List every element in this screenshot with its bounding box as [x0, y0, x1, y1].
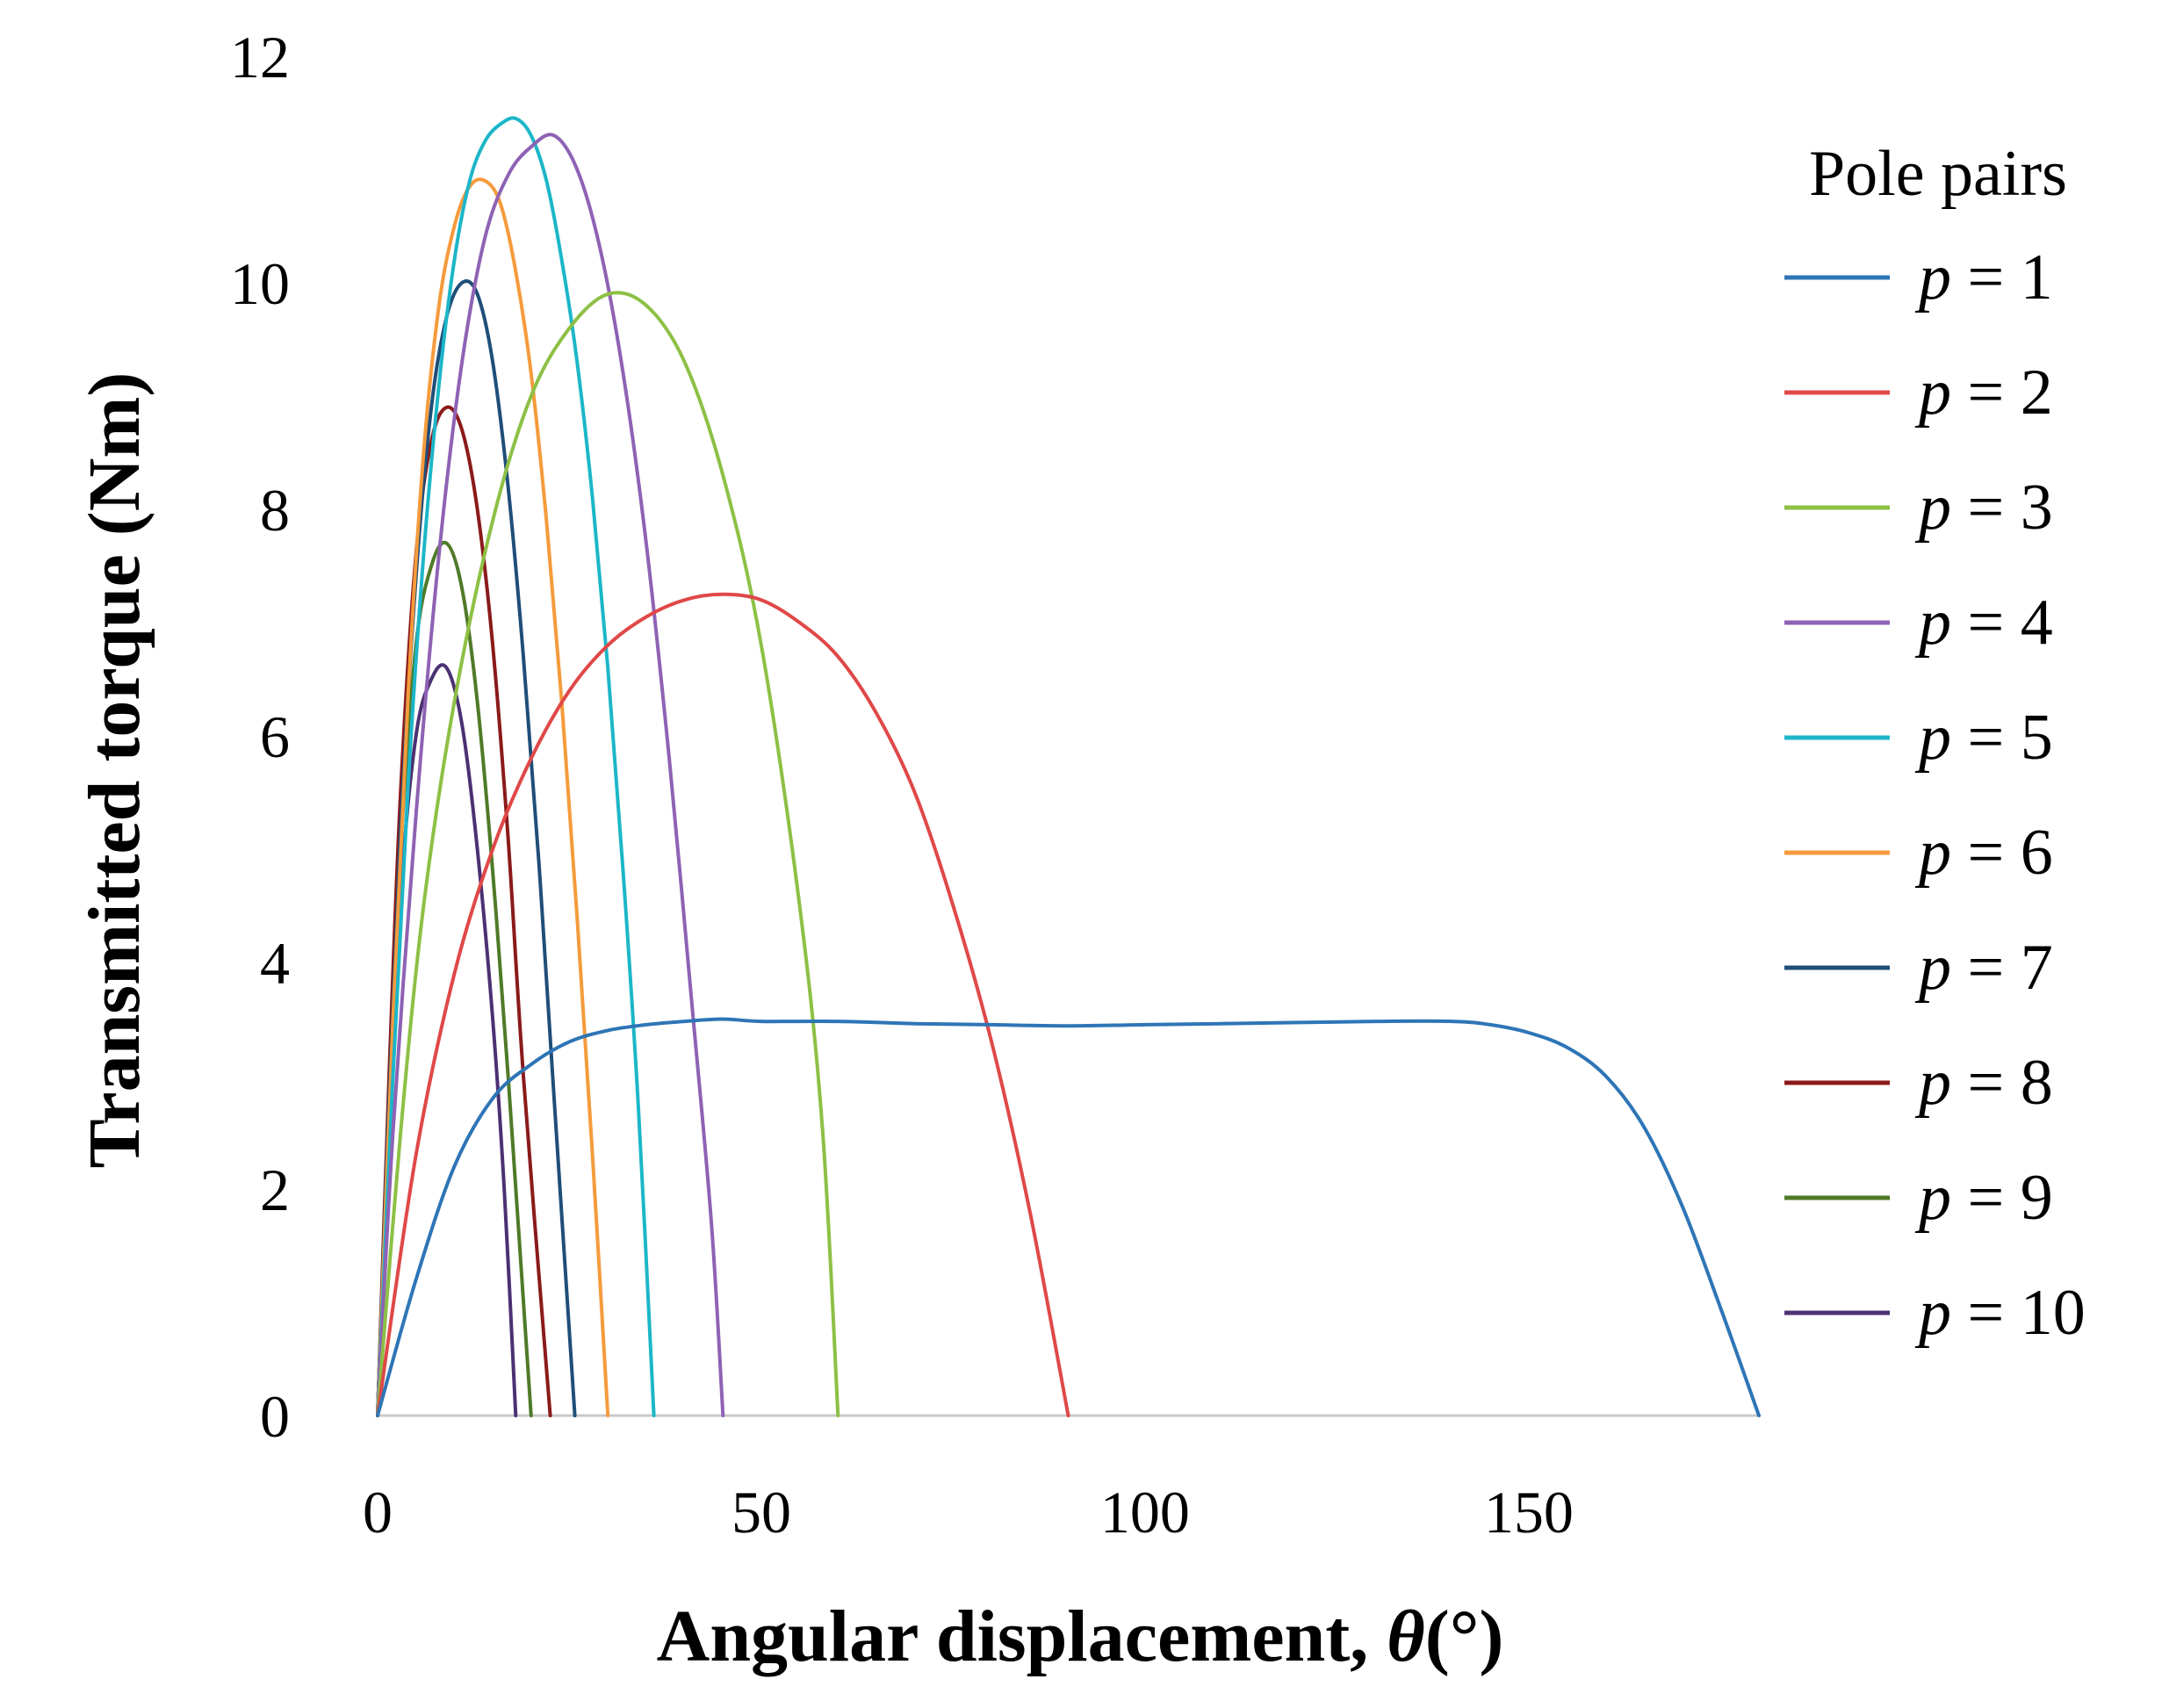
y-axis: 0 2 4 6 8 10 12: [230, 24, 290, 1450]
y-tick-label: 12: [230, 24, 290, 90]
legend-label-p9: p = 9: [1914, 1162, 2053, 1234]
y-tick-label: 10: [230, 250, 290, 317]
x-tick-label: 100: [1100, 1479, 1190, 1546]
legend-label-p2: p = 2: [1914, 357, 2053, 429]
y-tick-label: 8: [260, 477, 290, 544]
legend-label-p4: p = 4: [1914, 587, 2053, 659]
series-line-p4: [376, 133, 725, 1417]
legend: Pole pairs p = 1 p = 2 p = 3 p = 4 p = 5 p = …: [1784, 138, 2086, 1349]
y-tick-label: 6: [260, 703, 290, 770]
x-axis: 0 50 100 150: [363, 1479, 1574, 1546]
series-line-p1: [376, 1017, 1761, 1417]
y-axis-title: Transmitted torque (Nm): [74, 372, 155, 1169]
legend-label-p10: p = 10: [1914, 1277, 2086, 1349]
y-tick-label: 4: [260, 930, 290, 997]
legend-label-p6: p = 6: [1914, 817, 2053, 889]
series-line-p8: [376, 405, 552, 1417]
legend-title: Pole pairs: [1809, 138, 2067, 210]
x-tick-label: 0: [363, 1479, 393, 1546]
series-line-p2: [376, 592, 1070, 1417]
legend-label-p1: p = 1: [1914, 241, 2053, 313]
legend-label-p7: p = 7: [1914, 932, 2053, 1004]
legend-label-p8: p = 8: [1914, 1047, 2053, 1119]
series-line-p6: [376, 177, 610, 1417]
legend-label-p3: p = 3: [1914, 472, 2053, 544]
legend-label-p5: p = 5: [1914, 702, 2053, 774]
y-tick-label: 0: [260, 1383, 290, 1450]
x-axis-title: Angular displacement, θ(°): [657, 1596, 1504, 1677]
series-line-p3: [376, 291, 840, 1417]
x-tick-label: 150: [1484, 1479, 1574, 1546]
series-line-p5: [376, 116, 656, 1417]
y-tick-label: 2: [260, 1157, 290, 1223]
series-layer: [376, 116, 1761, 1417]
x-tick-label: 50: [731, 1479, 791, 1546]
